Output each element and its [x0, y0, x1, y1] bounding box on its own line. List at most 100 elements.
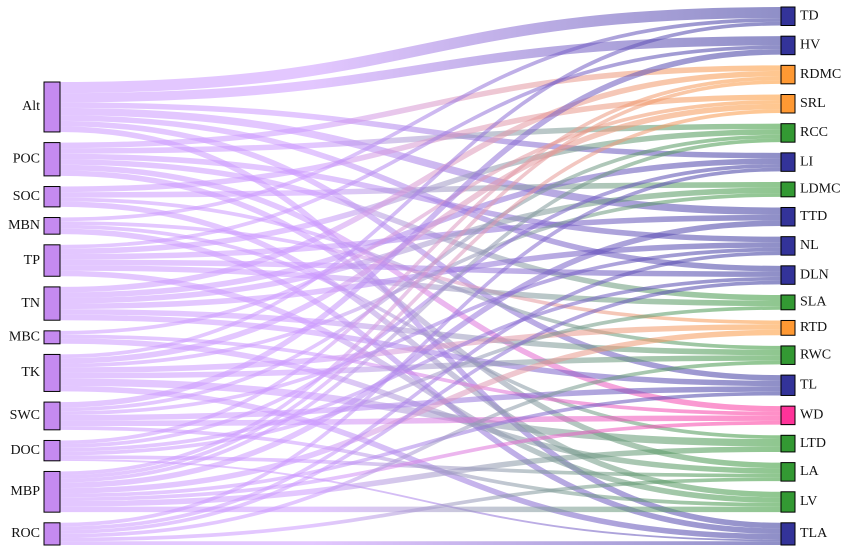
- source-node: [43, 244, 61, 277]
- link: [59, 187, 782, 304]
- target-label: TTD: [800, 209, 827, 224]
- target-node: [780, 64, 796, 85]
- source-label: SOC: [13, 189, 40, 204]
- link: [59, 109, 782, 479]
- link: [59, 334, 782, 416]
- source-label: MBN: [8, 218, 40, 233]
- link: [59, 170, 782, 469]
- target-node: [780, 206, 796, 227]
- source-label: POC: [13, 151, 40, 166]
- source-node: [43, 470, 61, 513]
- target-node: [780, 374, 796, 396]
- source-node: [43, 81, 61, 133]
- target-label: RDMC: [800, 67, 841, 82]
- link: [59, 329, 782, 494]
- link: [59, 18, 782, 222]
- target-node: [780, 94, 796, 114]
- target-label: SRL: [800, 96, 826, 111]
- nodes: Alt POC SOC MBN TP TN MBC TK SWC DOC MBP ROC TD HV RDM…: [8, 6, 841, 546]
- target-label: DLN: [800, 267, 829, 282]
- source-label: DOC: [10, 443, 40, 458]
- link: [59, 446, 782, 507]
- target-label: LI: [800, 154, 814, 169]
- target-node: [780, 345, 796, 365]
- source-node: [43, 439, 61, 462]
- target-label: LA: [800, 464, 820, 479]
- target-node: [780, 405, 796, 426]
- source-node: [43, 330, 61, 345]
- link: [59, 80, 782, 476]
- source-label: SWC: [10, 408, 40, 423]
- link: [59, 126, 782, 529]
- link: [59, 45, 782, 249]
- target-node: [780, 6, 796, 26]
- link: [59, 355, 782, 379]
- link: [59, 477, 782, 542]
- link: [59, 100, 782, 335]
- source-label: TK: [21, 365, 40, 380]
- source-label: ROC: [11, 526, 40, 541]
- target-label: LV: [800, 494, 817, 509]
- target-node: [780, 462, 796, 482]
- source-node: [43, 217, 61, 235]
- target-label: TL: [800, 377, 817, 392]
- source-node: [43, 353, 61, 392]
- link: [59, 7, 782, 94]
- link: [59, 123, 782, 154]
- source-label: MBC: [9, 330, 40, 345]
- target-node: [780, 319, 796, 336]
- target-label: HV: [800, 38, 820, 53]
- link: [59, 49, 782, 408]
- link: [59, 214, 782, 260]
- link: [59, 21, 782, 359]
- target-label: RWC: [800, 347, 831, 362]
- source-node: [43, 522, 61, 546]
- target-label: TLA: [800, 526, 828, 541]
- source-node: [43, 286, 61, 321]
- target-node: [780, 491, 796, 513]
- link: [59, 276, 782, 452]
- target-node: [780, 123, 796, 143]
- links: [59, 7, 782, 546]
- target-node: [780, 152, 796, 172]
- link: [59, 220, 782, 489]
- target-label: NL: [800, 238, 819, 253]
- target-label: SLA: [800, 295, 827, 310]
- link: [59, 265, 782, 307]
- link: [59, 458, 782, 542]
- link: [59, 153, 782, 243]
- source-node: [43, 401, 61, 431]
- source-label: TP: [24, 253, 41, 268]
- source-label: TN: [21, 296, 40, 311]
- link: [59, 167, 782, 527]
- target-label: LTD: [800, 436, 826, 451]
- source-label: MBP: [10, 484, 40, 499]
- link: [59, 70, 782, 293]
- link: [59, 420, 782, 502]
- source-node: [43, 186, 61, 208]
- target-node: [780, 236, 796, 256]
- target-label: WD: [800, 408, 823, 423]
- link: [59, 259, 782, 277]
- target-label: RCC: [800, 125, 828, 140]
- source-label: Alt: [22, 99, 40, 114]
- target-label: RTD: [800, 320, 827, 335]
- link: [59, 386, 782, 421]
- target-node: [780, 434, 796, 453]
- target-label: TD: [800, 8, 819, 23]
- link: [59, 163, 782, 448]
- link: [59, 76, 782, 445]
- link: [59, 138, 782, 483]
- target-node: [780, 294, 796, 311]
- source-node: [43, 142, 61, 177]
- target-node: [780, 35, 796, 56]
- target-node: [780, 265, 796, 285]
- target-node: [780, 181, 796, 198]
- target-label: LDMC: [800, 182, 840, 197]
- link: [59, 360, 782, 538]
- link: [59, 247, 782, 416]
- link: [59, 134, 782, 412]
- link: [59, 391, 782, 498]
- link: [59, 280, 782, 534]
